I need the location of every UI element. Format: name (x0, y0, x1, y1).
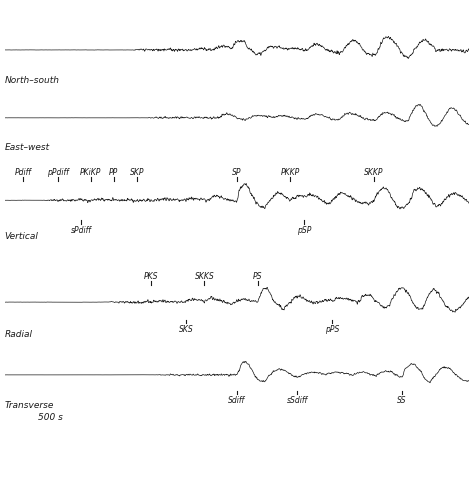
Text: PKS: PKS (144, 272, 158, 281)
Text: SKS: SKS (179, 325, 193, 334)
Text: SS: SS (397, 395, 407, 405)
Text: Pdiff: Pdiff (15, 167, 32, 176)
Text: PKKP: PKKP (281, 167, 300, 176)
Text: pSP: pSP (297, 226, 311, 235)
Text: SKKP: SKKP (365, 167, 384, 176)
Text: PP: PP (109, 167, 118, 176)
Text: PKiKP: PKiKP (80, 167, 101, 176)
Text: Sdiff: Sdiff (228, 395, 246, 405)
Text: East–west: East–west (5, 143, 50, 152)
Text: Transverse: Transverse (5, 400, 54, 408)
Text: PS: PS (253, 272, 263, 281)
Text: Vertical: Vertical (5, 231, 38, 241)
Text: SKKS: SKKS (195, 272, 214, 281)
Text: pPS: pPS (325, 325, 339, 334)
Text: SKP: SKP (130, 167, 145, 176)
Text: SP: SP (232, 167, 242, 176)
Text: sPdiff: sPdiff (71, 226, 92, 235)
Text: pPdiff: pPdiff (47, 167, 69, 176)
Text: Radial: Radial (5, 330, 33, 338)
Text: North–south: North–south (5, 76, 60, 84)
Text: 500 s: 500 s (37, 412, 63, 422)
Text: sSdiff: sSdiff (287, 395, 308, 405)
